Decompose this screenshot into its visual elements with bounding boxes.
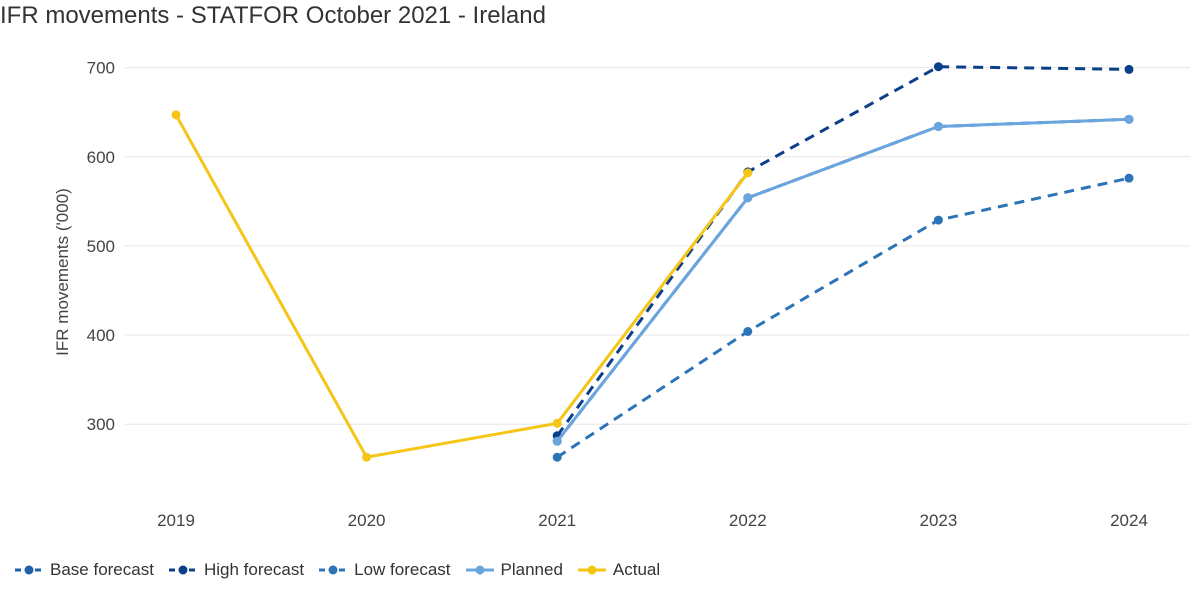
series-line <box>556 117 1130 443</box>
legend-line-marker-icon <box>168 565 197 575</box>
y-axis-label: IFR movements ('000) <box>53 188 72 356</box>
series-actual <box>171 110 753 462</box>
data-point[interactable] <box>743 327 753 337</box>
series-lines <box>171 62 1134 462</box>
data-point[interactable] <box>1124 64 1134 74</box>
series-line <box>556 117 1130 443</box>
y-tick-label: 400 <box>87 326 115 345</box>
legend-line-marker-icon <box>577 565 606 575</box>
chart-title: IFR movements - STATFOR October 2021 - I… <box>0 2 546 29</box>
y-axis-ticks: 300 400 500 600 700 <box>87 59 115 435</box>
series-line <box>555 65 1130 437</box>
x-tick-label: 2023 <box>919 511 957 530</box>
data-point[interactable] <box>933 121 943 131</box>
data-point[interactable] <box>552 452 562 462</box>
y-tick-label: 700 <box>87 59 115 78</box>
data-point[interactable] <box>362 452 372 462</box>
legend-item[interactable]: Actual <box>577 560 660 580</box>
y-tick-label: 500 <box>87 237 115 256</box>
series-high-forecast <box>552 62 1134 441</box>
legend-item[interactable]: Low forecast <box>318 560 451 580</box>
legend-label: Base forecast <box>50 560 154 579</box>
y-tick-label: 300 <box>87 415 115 434</box>
x-tick-label: 2021 <box>538 511 576 530</box>
series-base-forecast <box>552 114 1134 446</box>
grid-lines <box>125 67 1190 425</box>
series-low-forecast <box>552 173 1134 462</box>
data-point[interactable] <box>1124 173 1134 183</box>
data-point[interactable] <box>933 215 943 225</box>
data-point[interactable] <box>743 168 753 178</box>
line-chart: 300 400 500 600 700 2019 2020 2021 2022 2023 2024… <box>53 59 1190 530</box>
legend-line-marker-icon <box>15 565 43 575</box>
data-point[interactable] <box>552 418 562 428</box>
x-tick-label: 2022 <box>729 511 767 530</box>
data-point[interactable] <box>933 62 943 72</box>
legend-label: High forecast <box>203 560 305 579</box>
data-point[interactable] <box>552 436 562 446</box>
x-tick-label: 2024 <box>1110 511 1148 530</box>
legend-item[interactable]: Planned <box>465 560 563 580</box>
legend-label: Actual <box>612 560 661 579</box>
x-tick-label: 2019 <box>157 511 195 530</box>
x-tick-label: 2020 <box>348 511 386 530</box>
legend-line-marker-icon <box>319 565 348 575</box>
legend-line-marker-icon <box>465 565 494 575</box>
legend-label: Low forecast <box>354 560 451 579</box>
legend-item[interactable]: Base forecast <box>14 560 154 580</box>
legend-label: Planned <box>500 560 563 579</box>
legend-item[interactable]: High forecast <box>168 560 304 580</box>
series-line <box>556 176 1130 459</box>
data-point[interactable] <box>1124 114 1134 124</box>
legend: Base forecast High forecast Low forecast Pl… <box>14 560 660 580</box>
data-point[interactable] <box>171 110 181 120</box>
data-point[interactable] <box>743 193 753 203</box>
y-tick-label: 600 <box>87 148 115 167</box>
series-planned <box>552 114 1134 446</box>
x-axis-ticks: 2019 2020 2021 2022 2023 2024 <box>157 511 1148 530</box>
series-line <box>174 114 749 459</box>
